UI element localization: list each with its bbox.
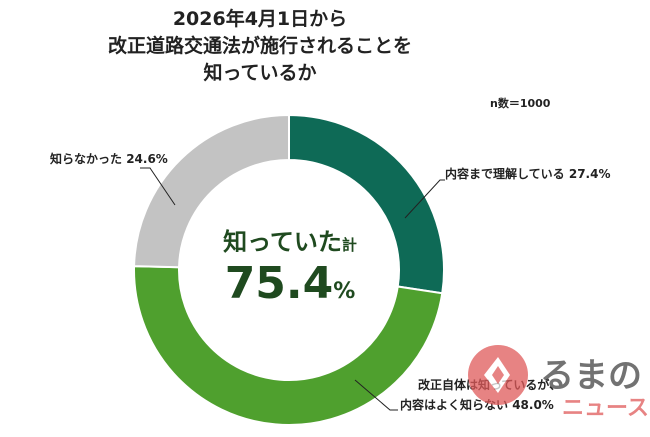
center-label-suffix: 計 [341,236,357,254]
center-value-unit: % [333,279,356,304]
chart-title-line-1: 2026年4月1日から [172,8,348,30]
watermark-sub-text: ニュース [562,396,649,421]
slice-label-aware-text: 内容はよく知らない [400,398,509,412]
sample-size-note: n数＝1000 [490,97,551,110]
center-label: 知っていた計 [190,222,390,257]
donut-slice-2 [133,113,290,269]
slice-label-unknown: 知らなかった 24.6% [50,150,168,167]
watermark-icon: るまの ニュース [468,345,649,421]
slice-label-unknown-text: 知らなかった [50,152,123,166]
leader-line-2 [140,167,176,206]
watermark-main-text: るまの [540,356,642,396]
slice-label-understand-text: 内容まで理解している [445,167,565,181]
donut-slice-1 [133,265,444,426]
slice-label-understand-value: 27.4% [568,167,611,181]
leader-line-0 [404,179,445,219]
leader-line-1 [354,379,398,411]
center-label-main: 知っていた [223,228,342,256]
slice-label-understand: 内容まで理解している 27.4% [445,165,610,182]
slice-label-aware-line2: 内容はよく知らない 48.0% [400,396,554,413]
chart-title-line-2: 改正道路交通法が施行されることを [107,35,412,57]
center-value-number: 75.4 [224,258,334,309]
slice-label-unknown-value: 24.6% [126,152,168,166]
slice-label-aware-value: 48.0% [512,398,554,412]
chart-title-line-3: 知っているか [203,62,317,84]
center-value: 75.4% [190,258,390,309]
site-watermark-logo: るまの ニュース [462,335,650,433]
